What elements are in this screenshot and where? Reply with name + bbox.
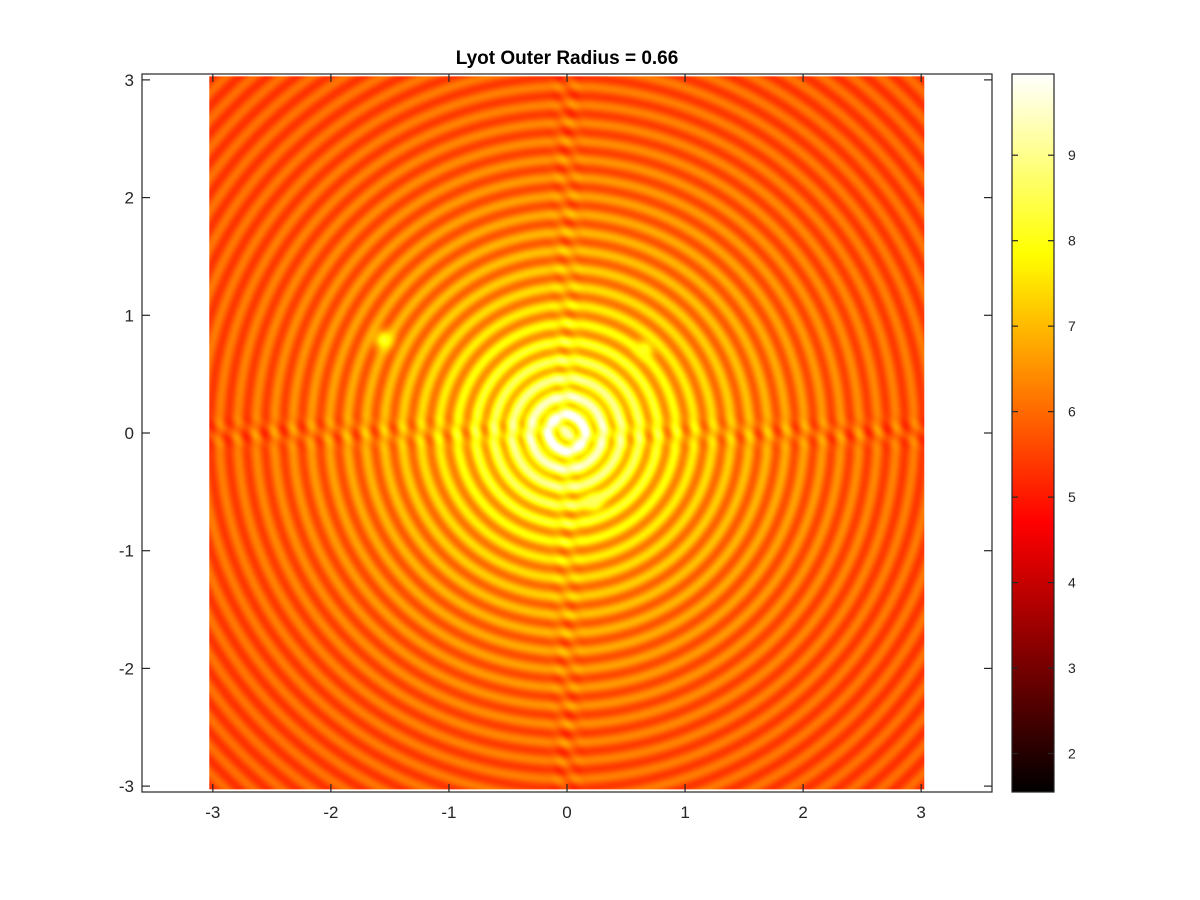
y-tick-label: 0 <box>125 424 134 443</box>
y-tick-label: -2 <box>119 659 134 678</box>
chart-title: Lyot Outer Radius = 0.66 <box>456 48 679 69</box>
colorbar-tick-label: 5 <box>1068 489 1076 505</box>
y-tick-label: 3 <box>125 71 134 90</box>
x-tick-label: 0 <box>562 803 571 822</box>
y-tick-label: -1 <box>119 542 134 561</box>
x-tick-label: -1 <box>441 803 456 822</box>
x-tick-label: 1 <box>680 803 689 822</box>
y-tick-label: 1 <box>125 306 134 325</box>
colorbar: 9 8 7 6 5 4 3 2 <box>1011 73 1076 793</box>
colorbar-tick-label: 9 <box>1068 147 1076 163</box>
x-tick-label: 3 <box>916 803 925 822</box>
colorbar-tick-label: 8 <box>1068 233 1076 249</box>
colorbar-box <box>1011 73 1055 793</box>
colorbar-tick-label: 6 <box>1068 404 1076 420</box>
colorbar-ticks: 9 8 7 6 5 4 3 2 <box>1012 147 1076 762</box>
colorbar-tick-label: 4 <box>1068 575 1076 591</box>
x-axis: -3 -2 -1 0 1 2 3 <box>205 74 926 822</box>
colorbar-tick-label: 3 <box>1068 660 1076 676</box>
plot-axes: -3 -2 -1 0 1 2 3 3 2 1 0 -1 -2 -3 <box>119 71 993 822</box>
colorbar-gradient <box>1012 74 1054 792</box>
y-tick-label: 2 <box>125 189 134 208</box>
x-tick-label: -2 <box>323 803 338 822</box>
y-axis: 3 2 1 0 -1 -2 -3 <box>119 71 992 796</box>
colorbar-tick-label: 7 <box>1068 318 1076 334</box>
x-tick-label: 2 <box>798 803 807 822</box>
heatmap-image <box>209 76 925 790</box>
y-tick-label: -3 <box>119 777 134 796</box>
colorbar-tick-label: 2 <box>1068 746 1076 762</box>
x-tick-label: -3 <box>205 803 220 822</box>
